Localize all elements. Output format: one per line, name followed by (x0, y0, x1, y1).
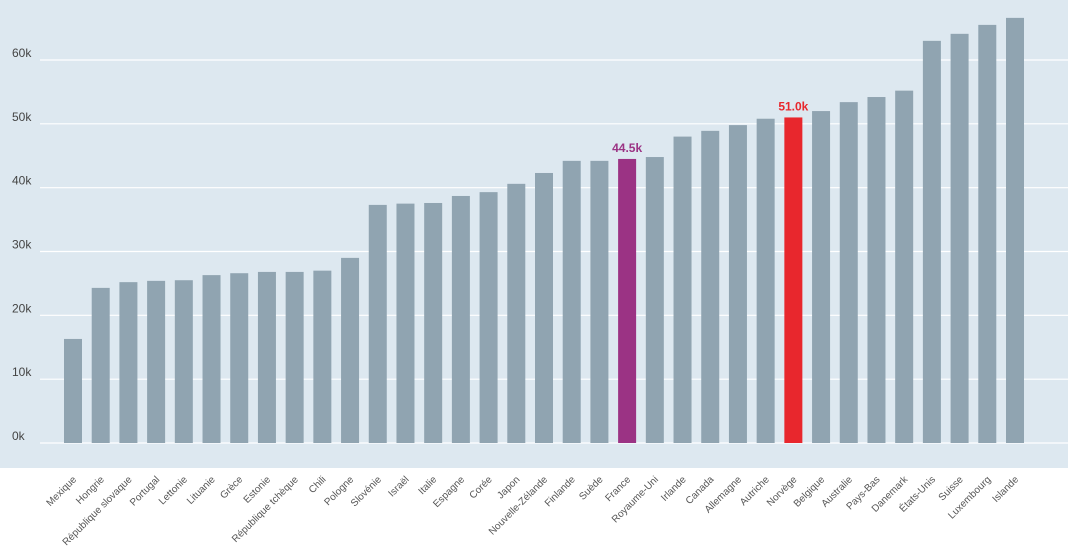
bar-danemark (895, 90, 914, 443)
x-tick-label: Islande (991, 474, 1022, 505)
bar-allemagne (728, 125, 747, 444)
y-tick-label: 50k (12, 110, 32, 124)
bar-cor-e (479, 192, 498, 443)
y-tick-label: 0k (12, 429, 26, 443)
bar-lettonie (174, 280, 193, 443)
bar-italie (424, 202, 443, 443)
bar-r-publique-slovaque (119, 282, 138, 443)
bar-canada (701, 130, 720, 444)
bar-autriche (756, 118, 775, 443)
bar-nouvelle-z-lande (535, 172, 553, 444)
y-tick-label: 10k (12, 365, 32, 379)
bar-mexique (64, 338, 82, 443)
bar-hongrie (91, 287, 110, 443)
bar-gr-ce (230, 273, 249, 443)
bar-estonie (257, 271, 276, 443)
bar-isra-l (396, 203, 415, 443)
x-tick-label: Slovénie (349, 474, 384, 509)
bar-japon (507, 183, 526, 443)
bar-belgique (812, 111, 831, 444)
bar-lituanie (202, 275, 221, 443)
bar-pologne (341, 257, 360, 443)
bar-irlande (673, 136, 692, 443)
data-label: 51.0k (778, 99, 808, 113)
x-tick-label: Lettonie (157, 474, 190, 507)
bar-espagne (451, 195, 470, 443)
x-tick-label: Corée (468, 474, 495, 501)
x-tick-label: Italie (417, 474, 440, 497)
bar-su-de (590, 160, 609, 443)
y-tick-label: 60k (12, 46, 32, 60)
x-tick-label: Israël (387, 474, 412, 499)
x-tick-label: Espagne (431, 474, 467, 510)
bar-islande (1006, 17, 1024, 444)
bar-r-publique-tch-que (285, 271, 304, 443)
bar-chili (313, 270, 332, 443)
x-tick-label: Portugal (128, 474, 162, 508)
data-label: 44.5k (612, 141, 642, 155)
bar-norv-ge (784, 117, 803, 443)
y-tick-label: 20k (12, 301, 32, 315)
x-tick-label: Suède (577, 474, 606, 503)
y-tick-label: 40k (12, 174, 32, 188)
x-tick-label: Mexique (45, 474, 80, 509)
bar-portugal (147, 280, 166, 443)
y-tick-label: 30k (12, 238, 32, 252)
x-tick-label: Lituanie (185, 474, 218, 507)
bar-france (618, 158, 637, 444)
bar-luxembourg (978, 24, 997, 444)
bar-royaume-uni (645, 157, 664, 443)
bar-suisse (950, 33, 969, 443)
x-tick-label: Finlande (543, 474, 578, 509)
bar-slov-nie (368, 204, 387, 443)
bar-pays-bas (867, 97, 886, 444)
bar-finlande (562, 160, 581, 443)
x-tick-label: Chili (307, 474, 329, 496)
bar--tats-unis (922, 40, 941, 443)
bar-australie (839, 102, 858, 443)
